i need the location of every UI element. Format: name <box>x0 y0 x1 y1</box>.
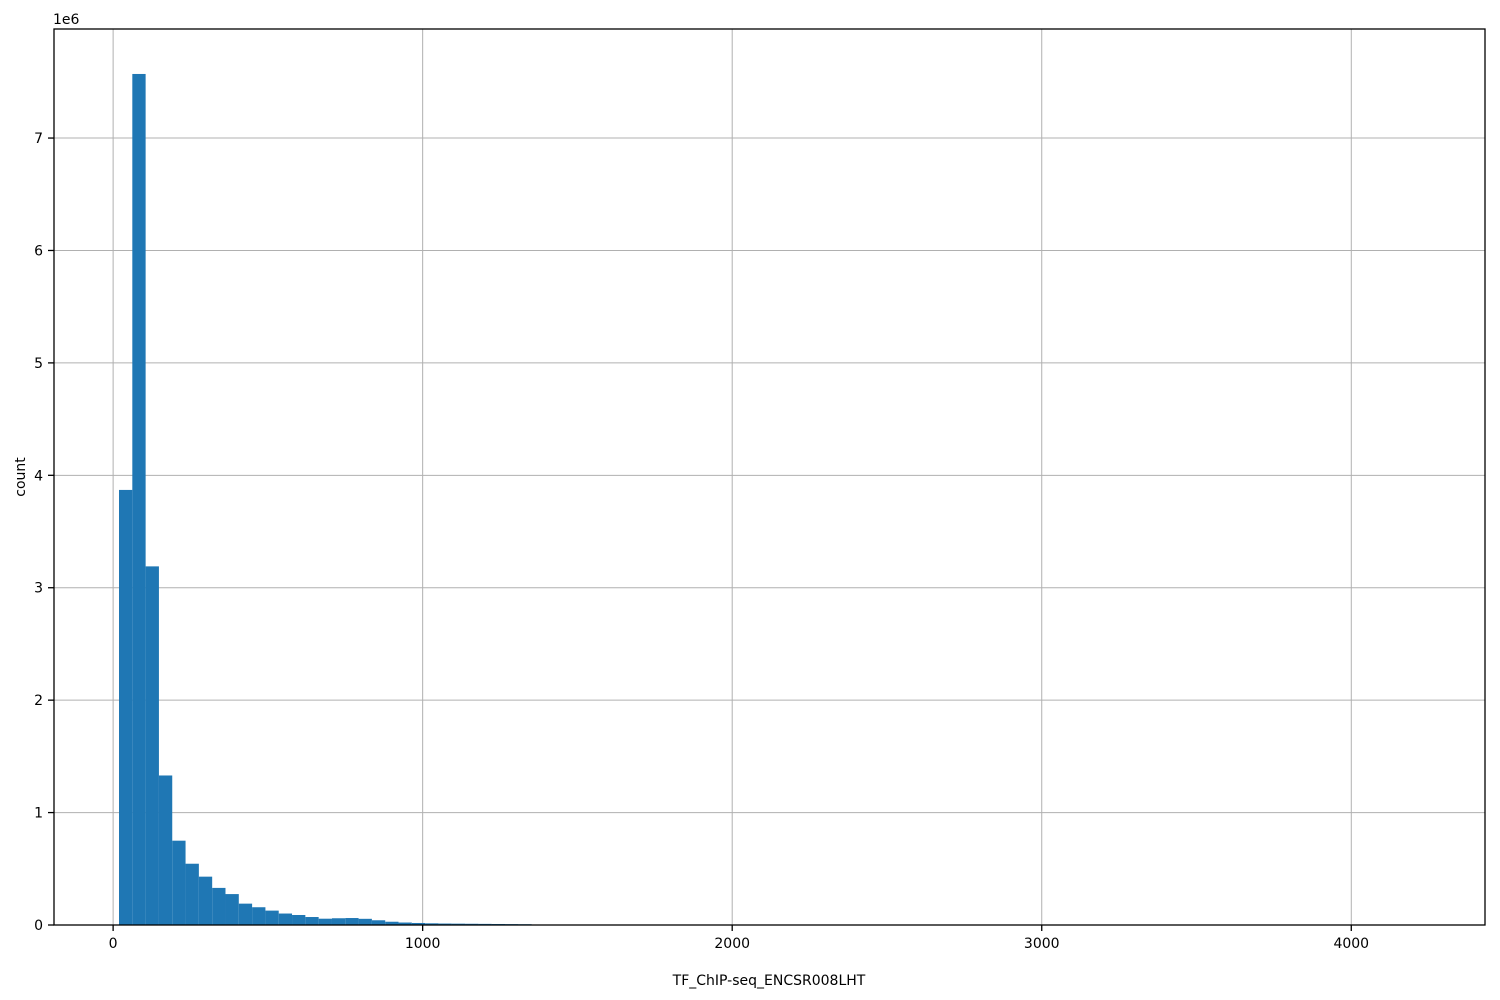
histogram-bar <box>358 918 372 925</box>
histogram-bar <box>172 840 186 925</box>
histogram-bar <box>238 903 253 925</box>
histogram-bar <box>371 920 386 925</box>
y-tick-label: 6 <box>34 243 43 259</box>
histogram-bar <box>145 566 159 925</box>
y-tick-label: 5 <box>34 356 43 372</box>
y-tick-label: 1 <box>34 806 43 822</box>
plot-border <box>53 28 1486 926</box>
histogram-bar <box>305 917 319 925</box>
y-tick-label: 3 <box>34 581 43 597</box>
x-tick-label: 0 <box>109 936 118 952</box>
histogram-bar <box>265 910 279 925</box>
histogram-bar <box>345 918 359 925</box>
histogram-bar <box>185 863 199 925</box>
histogram-bar <box>278 913 293 925</box>
histogram-bar <box>158 775 173 925</box>
x-tick-label: 3000 <box>1024 936 1060 952</box>
x-tick-label: 4000 <box>1333 936 1369 952</box>
histogram-bar <box>119 489 133 925</box>
histogram-bar <box>385 921 399 925</box>
x-axis-label: TF_ChIP-seq_ENCSR008LHT <box>672 973 866 989</box>
histogram-bar <box>292 914 306 925</box>
histogram-bar <box>425 923 439 925</box>
histogram-bar <box>212 887 226 925</box>
histogram-bar <box>252 907 266 925</box>
y-tick-label: 4 <box>34 468 43 484</box>
y-axis-offset-label: 1e6 <box>53 12 80 28</box>
histogram-bar <box>398 922 412 925</box>
histogram-bar <box>225 894 239 925</box>
histogram-bar <box>451 923 466 925</box>
y-tick-label: 0 <box>34 918 43 934</box>
plot-area: 0 1000 2000 3000 4000 0 1 2 3 4 5 6 7 <box>34 28 1486 952</box>
histogram-bar <box>132 73 146 926</box>
histogram-bar <box>318 918 332 925</box>
x-tick-label: 1000 <box>405 936 441 952</box>
y-tick-label: 7 <box>34 131 43 147</box>
histogram-bar <box>198 876 213 925</box>
y-axis-label: count <box>13 457 29 497</box>
histogram-bar <box>411 922 426 925</box>
x-tick-label: 2000 <box>714 936 750 952</box>
histogram-bar <box>331 918 346 925</box>
y-tick-label: 2 <box>34 693 43 709</box>
histogram-bar <box>438 923 452 925</box>
